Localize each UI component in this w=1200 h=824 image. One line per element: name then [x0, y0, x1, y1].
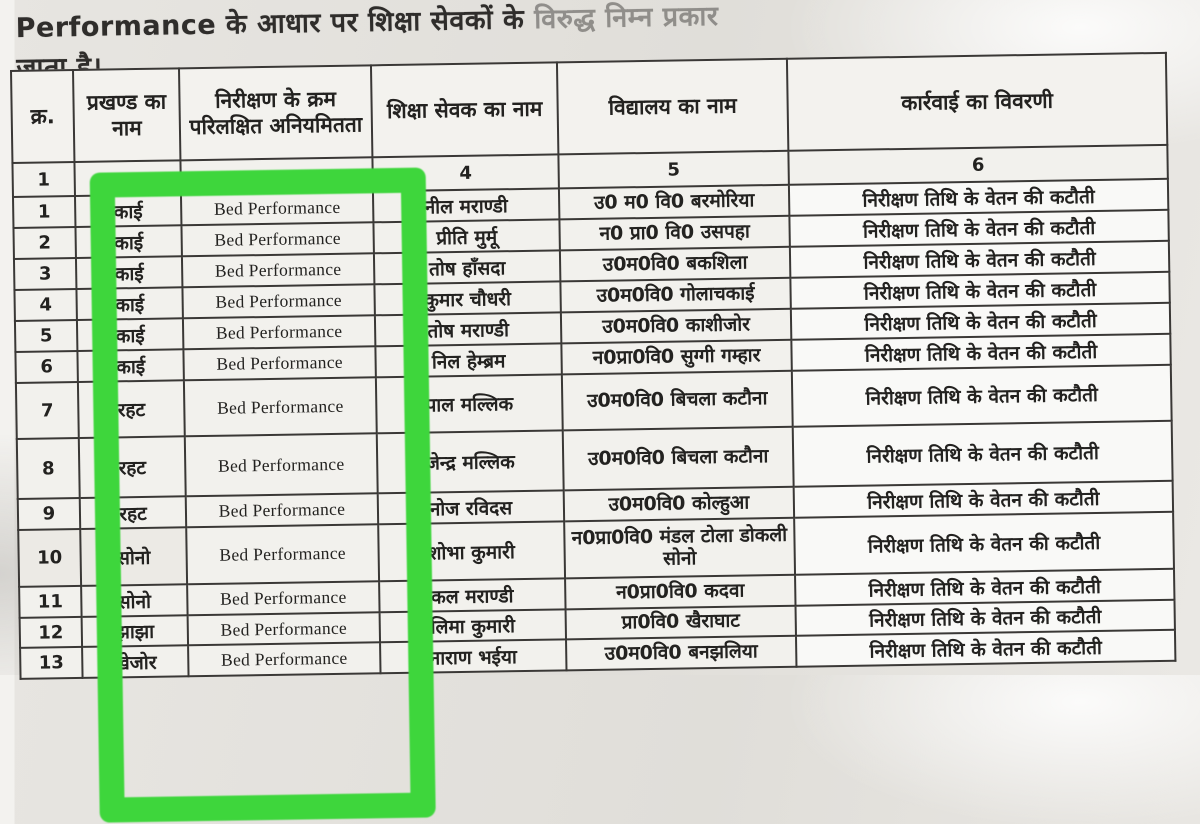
cell-worker: प्रीति मुर्मू: [373, 219, 560, 254]
header-worker-name: शिक्षा सेवक का नाम: [370, 62, 559, 158]
cell-school: प्रा0वि0 खैराघाट: [565, 605, 796, 640]
cell-block: काई: [75, 256, 183, 289]
column-number-cell: 1: [12, 161, 75, 197]
cell-block: काई: [76, 318, 184, 351]
cell-school: उ0म0वि0 गोलाचकाई: [560, 277, 791, 313]
column-number-cell: 4: [372, 154, 559, 192]
cell-irregularity: Bed Performance: [182, 284, 375, 319]
header-serial: क्र.: [11, 70, 75, 163]
cell-block: खेजोर: [82, 645, 189, 678]
cell-worker: नोज रविदस: [377, 490, 565, 525]
cell-worker: पाल मल्लिक: [375, 374, 563, 434]
header-row: क्र. प्रखण्ड का नाम निरीक्षण के क्रम परि…: [11, 52, 1168, 163]
cell-serial: 5: [14, 319, 78, 352]
cell-serial: 10: [18, 528, 82, 587]
cell-school: न0प्रा0वि0 मंडल टोला डोकली सोनो: [564, 517, 796, 579]
cell-irregularity: Bed Performance: [187, 612, 381, 646]
cell-block: झाझा: [81, 615, 189, 647]
cell-worker: नील मराण्डी: [372, 188, 560, 223]
cell-school: उ0म0वि0 कोल्हुआ: [563, 486, 795, 522]
cell-school: न0 प्रा0 वि0 उसपहा: [559, 215, 790, 251]
cell-block: काई: [75, 225, 182, 258]
cell-school: न0प्रा0वि0 कदवा: [565, 574, 796, 610]
cell-irregularity: Bed Performance: [181, 222, 374, 257]
cell-worker: लिमा कुमारी: [379, 609, 567, 643]
cell-action: निरीक्षण तिथि के वेतन की कटौती: [794, 511, 1174, 575]
cell-irregularity: Bed Performance: [184, 433, 378, 497]
cell-worker: शोभा कुमारी: [378, 521, 566, 582]
header-block-name: प्रखण्ड का नाम: [73, 68, 181, 162]
column-number-cell: [74, 160, 181, 196]
cell-block: रहट: [77, 380, 185, 438]
cell-serial: 11: [19, 585, 82, 618]
cell-irregularity: Bed Performance: [185, 493, 379, 528]
cell-worker: जेन्द्र मल्लिक: [376, 430, 564, 494]
cell-worker: तोष हाँसदा: [373, 250, 561, 285]
cell-block: काई: [77, 349, 184, 382]
cell-action: निरीक्षण तिथि के वेतन की कटौती: [795, 629, 1176, 667]
cell-serial: 8: [16, 437, 80, 499]
header-school-name: विद्यालय का नाम: [556, 58, 789, 155]
cell-worker: निल हेम्ब्रम: [375, 343, 562, 378]
cell-serial: 1: [12, 195, 76, 228]
cell-serial: 12: [19, 616, 83, 648]
cell-serial: 4: [14, 288, 77, 321]
cell-irregularity: Bed Performance: [183, 346, 376, 381]
cell-irregularity: Bed Performance: [181, 253, 375, 288]
cell-irregularity: Bed Performance: [186, 524, 380, 585]
cell-irregularity: Bed Performance: [188, 642, 381, 677]
cell-block: काई: [74, 194, 182, 227]
cell-serial: 13: [20, 646, 83, 679]
cell-school: उ0म0वि0 बकशिला: [559, 246, 791, 282]
cell-action: निरीक्षण तिथि के वेतन की कटौती: [791, 364, 1172, 427]
cell-worker: तोष मराण्डी: [374, 312, 562, 347]
cell-serial: 9: [17, 497, 81, 530]
cell-school: उ0म0वि0 बनझलिया: [566, 635, 797, 671]
cell-school: उ0म0वि0 बिचला कटौना: [562, 426, 794, 491]
cell-block: रहट: [78, 436, 186, 498]
cell-serial: 7: [15, 381, 79, 439]
cell-school: उ0म0वि0 काशीजोर: [560, 308, 792, 344]
cell-school: उ0 म0 वि0 बरमोरिया: [558, 184, 790, 220]
header-action-details: कार्रवाई का विवरणी: [786, 52, 1168, 151]
cell-action: निरीक्षण तिथि के वेतन की कटौती: [792, 420, 1173, 487]
inspection-report-table: क्र. प्रखण्ड का नाम निरीक्षण के क्रम परि…: [10, 51, 1177, 823]
header-irregularity: निरीक्षण के क्रम परिलक्षित अनियमितता: [178, 65, 373, 161]
cell-block: सोनो: [81, 584, 188, 617]
cell-worker: कुमार चौधरी: [374, 281, 561, 316]
cell-irregularity: Bed Performance: [182, 315, 376, 350]
cell-serial: 3: [13, 257, 77, 290]
cell-serial: 6: [15, 350, 78, 383]
cell-school: न0प्रा0वि0 सुग्गी गम्हार: [561, 339, 792, 375]
cell-irregularity: Bed Performance: [180, 191, 374, 226]
cell-serial: 2: [13, 226, 76, 259]
column-number-cell: 5: [558, 150, 789, 189]
cell-irregularity: Bed Performance: [183, 377, 377, 437]
cell-worker: नाराण भईया: [380, 639, 567, 674]
cell-block: रहट: [79, 496, 187, 529]
cell-irregularity: Bed Performance: [187, 581, 380, 616]
cell-worker: कल मराण्डी: [379, 578, 566, 613]
cell-block: सोनो: [80, 527, 188, 586]
cell-school: उ0म0वि0 बिचला कटौना: [561, 370, 793, 431]
cell-block: काई: [76, 287, 183, 320]
column-number-cell: [180, 157, 373, 195]
